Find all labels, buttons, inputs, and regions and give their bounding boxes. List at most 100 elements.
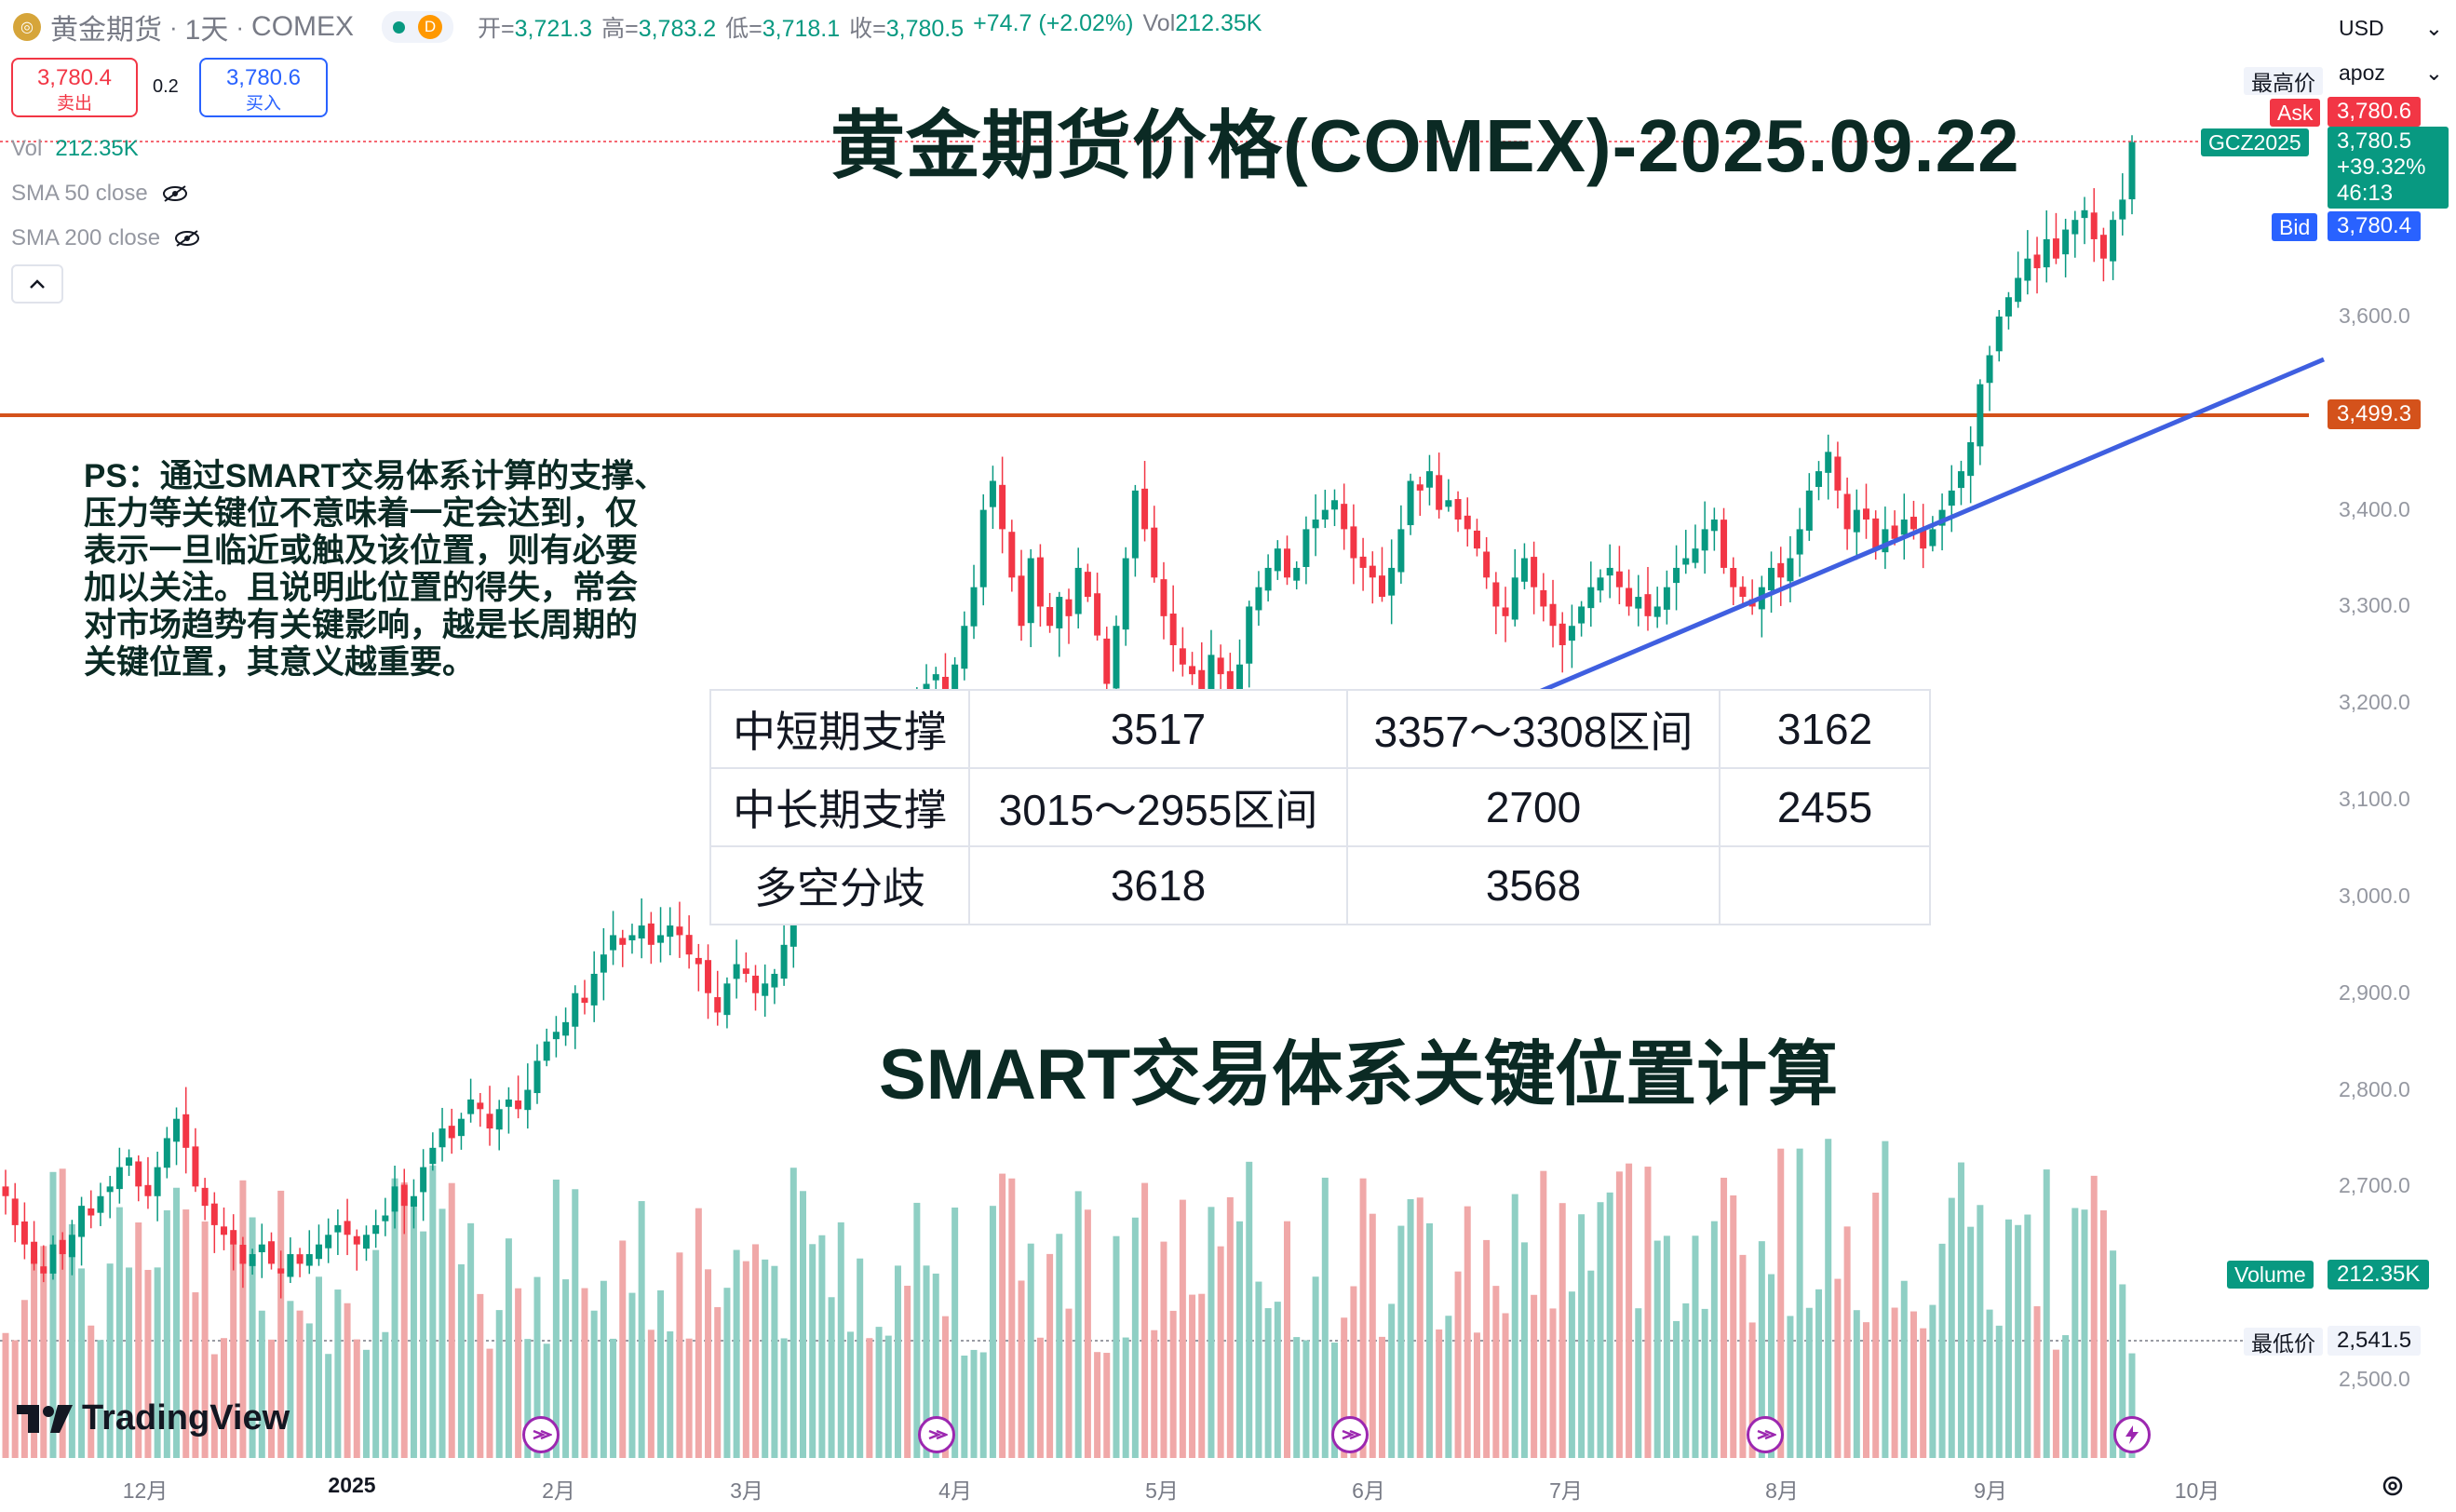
- note-line: PS：通过SMART交易体系计算的支撑、: [84, 458, 668, 494]
- time-axis-tick: 6月: [1352, 1478, 1385, 1503]
- market-status[interactable]: D: [382, 11, 454, 43]
- candle-body: [1730, 567, 1737, 587]
- candle-body: [552, 1032, 560, 1040]
- volume-bar: [828, 1297, 835, 1458]
- volume-bar: [762, 1259, 769, 1458]
- volume-bar: [2004, 1219, 2012, 1458]
- volume-bar: [552, 1179, 560, 1458]
- candle-body: [1673, 567, 1680, 584]
- time-axis-tick: 3月: [730, 1478, 763, 1503]
- candle-body: [154, 1167, 161, 1196]
- volume-bar: [182, 1209, 190, 1458]
- volume-bar: [600, 1280, 607, 1458]
- volume-bar: [2081, 1209, 2088, 1458]
- candle-body: [1284, 548, 1291, 578]
- candle-body: [1388, 567, 1396, 596]
- price-axis-tick: 3,400.0: [2339, 496, 2410, 521]
- eye-hidden-icon[interactable]: [173, 229, 201, 248]
- candle-body: [1891, 525, 1898, 539]
- volume-bar: [2110, 1250, 2117, 1458]
- gear-icon[interactable]: [2380, 1473, 2406, 1499]
- event-marker-icon[interactable]: [918, 1416, 955, 1453]
- sell-button[interactable]: 3,780.4 卖出: [11, 58, 138, 117]
- volume-bar: [1758, 1241, 1765, 1458]
- candle-body: [932, 674, 939, 681]
- ohlc-value: 3,718.1: [762, 16, 841, 42]
- volume-bar: [1378, 1336, 1385, 1458]
- volume-bar: [78, 1268, 86, 1458]
- candle-body: [1065, 599, 1073, 616]
- volume-bar: [192, 1292, 199, 1458]
- volume-bar: [1169, 1310, 1177, 1458]
- volume-bar: [705, 1269, 712, 1458]
- event-marker-icon[interactable]: [1747, 1416, 1784, 1453]
- volume-bar: [1653, 1240, 1661, 1458]
- interval[interactable]: 1天: [184, 15, 229, 46]
- event-marker-icon[interactable]: [522, 1416, 560, 1453]
- volume-bar: [1568, 1291, 1575, 1458]
- candle-body: [1768, 567, 1775, 591]
- symbol-name[interactable]: 黄金期货: [50, 15, 162, 46]
- candle-body: [1559, 623, 1566, 645]
- volume-bar: [1208, 1207, 1215, 1458]
- currency-select[interactable]: USD ⌄: [2331, 7, 2450, 48]
- candle-body: [1531, 557, 1538, 587]
- volume-bar: [562, 1279, 570, 1458]
- volume-bars: [2, 1139, 2136, 1458]
- sma200-indicator[interactable]: SMA 200 close: [11, 225, 201, 251]
- candle-body: [1397, 529, 1405, 573]
- eye-hidden-icon[interactable]: [161, 184, 189, 203]
- candle-body: [1198, 669, 1206, 694]
- candle-body: [1701, 529, 1708, 551]
- buy-button[interactable]: 3,780.6 买入: [199, 58, 328, 117]
- collapse-legend-button[interactable]: [11, 264, 63, 304]
- candle-body: [1445, 500, 1452, 507]
- candle-body: [1606, 567, 1613, 576]
- price-axis-tick: 2,500.0: [2339, 1367, 2410, 1391]
- bar-countdown: 46:13: [2337, 181, 2394, 206]
- volume-bar: [1217, 1246, 1224, 1458]
- time-axis-tick: 4月: [938, 1478, 972, 1503]
- volume-bar: [457, 1263, 465, 1458]
- candle-body: [1739, 587, 1747, 598]
- lightning-event-icon[interactable]: [2113, 1416, 2151, 1453]
- volume-bar: [1511, 1194, 1518, 1458]
- candle-body: [1853, 509, 1860, 533]
- symbol-header: ◎ 黄金期货 · 1天 · COMEX D 开=3,721.3 高=3,783.2…: [0, 0, 2309, 54]
- volume-bar: [884, 1335, 892, 1458]
- candle-body: [685, 935, 693, 955]
- volume-bar: [941, 1316, 949, 1458]
- candle-body: [1074, 567, 1082, 614]
- candle-body: [20, 1221, 28, 1245]
- candle-body: [1663, 587, 1670, 610]
- candle-body: [1350, 526, 1357, 559]
- event-marker-icon[interactable]: [1331, 1416, 1369, 1453]
- volume-bar: [789, 1168, 797, 1458]
- volume-bar: [1540, 1170, 1547, 1458]
- candle-body: [486, 1114, 493, 1129]
- volume-bar: [837, 1222, 844, 1458]
- candle-body: [1721, 520, 1728, 568]
- ohlc-key: Vol: [1142, 10, 1176, 36]
- price-axis-tick: 2,800.0: [2339, 1076, 2410, 1101]
- volume-bar: [439, 1208, 446, 1458]
- candle-body: [619, 938, 627, 945]
- separator: ·: [236, 12, 245, 41]
- sma50-indicator[interactable]: SMA 50 close: [11, 181, 189, 207]
- volume-bar: [1721, 1177, 1728, 1458]
- volume-bar: [239, 1180, 247, 1458]
- volume-bar: [31, 1258, 38, 1458]
- volume-bar: [1122, 1337, 1129, 1458]
- candle-body: [1938, 509, 1946, 526]
- volume-bar: [685, 1338, 693, 1458]
- tradingview-logo[interactable]: TradingView: [17, 1398, 290, 1438]
- volume-bar: [543, 1343, 550, 1458]
- volume-bar: [1359, 1178, 1367, 1458]
- volume-bar: [723, 1288, 731, 1458]
- candle-body: [230, 1230, 237, 1245]
- volume-bar: [467, 1222, 475, 1458]
- volume-indicator[interactable]: Vol 212.35K: [11, 136, 139, 162]
- account-select[interactable]: apoz ⌄: [2331, 52, 2450, 93]
- candle-body: [1900, 520, 1908, 535]
